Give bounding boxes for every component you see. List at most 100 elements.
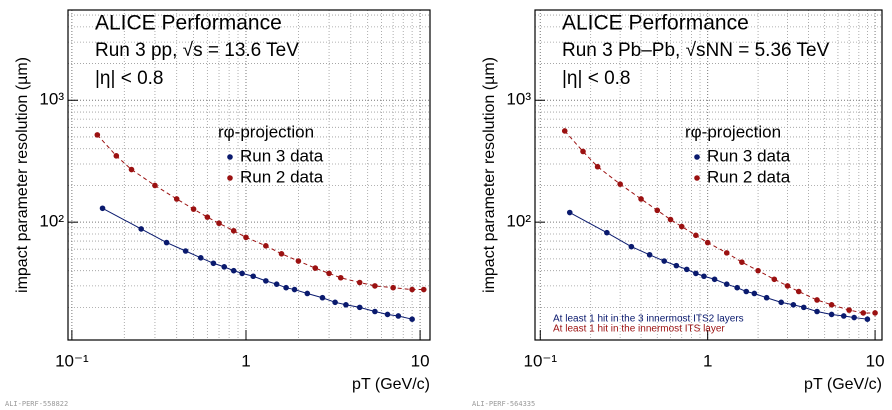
data-point [846,307,852,313]
data-point [243,234,249,241]
data-point [683,266,690,273]
data-point [840,313,847,319]
annotation: |η| < 0.8 [562,68,631,89]
data-point [828,301,835,308]
data-point [860,310,867,316]
data-point [739,259,745,265]
data-point [337,274,344,281]
data-point [295,258,302,264]
y-axis-label: impact parameter resolution (µm) [14,57,31,293]
data-point [239,270,245,277]
data-point [778,299,785,306]
data-point [814,308,820,315]
data-point [182,248,189,254]
data-point [617,181,623,187]
y-tick-label: 10³ [506,90,531,109]
x-tick-label: 10⁻¹ [524,351,558,370]
y-axis-label: impact parameter resolution (µm) [481,57,498,293]
data-point [851,314,857,321]
data-point [312,265,319,271]
data-point [784,283,791,289]
data-point [221,264,228,270]
annotation: |η| < 0.8 [95,68,164,89]
series-line [569,212,868,320]
data-point [230,267,237,274]
data-point [94,132,101,138]
data-point [319,294,326,301]
data-point [356,304,363,311]
plot-frame [67,9,431,341]
legend-marker [227,154,233,160]
data-point [291,286,298,293]
data-point [711,276,718,283]
data-point [701,273,707,280]
data-point [395,313,402,319]
data-point [390,284,396,291]
data-point [693,232,699,239]
data-point [210,260,217,267]
data-point [326,270,332,277]
data-point [384,311,391,318]
data-point [594,163,601,170]
data-point [580,148,586,155]
data-point [420,286,427,293]
legend-label: Run 3 data [240,146,324,165]
legend-label: Run 2 data [707,167,791,186]
data-point [667,216,674,223]
title: ALICE Performance [562,12,749,35]
data-point [304,290,311,297]
data-point [723,250,730,256]
data-point [99,205,106,212]
subtitle: Run 3 pp, √s = 13.6 TeV [95,40,299,61]
data-point [273,281,280,287]
data-point [197,255,204,261]
data-point [204,214,211,220]
data-point [356,279,363,286]
series-line [102,207,413,320]
data-point [250,273,256,280]
data-point [628,243,635,250]
y-tick-label: 10² [506,212,531,231]
legend-marker [694,154,700,160]
x-axis-label: pT (GeV/c) [804,376,882,393]
x-tick-label: 10 [411,351,430,370]
data-point [332,299,338,306]
data-point [163,239,170,246]
data-point [654,207,661,214]
note: At least 1 hit in the 3 innermost ITS2 l… [553,314,744,325]
data-point [661,258,668,264]
data-point [604,229,610,236]
legend-title: rφ-projection [685,122,781,141]
data-point [763,294,770,301]
data-point [409,286,415,293]
subtitle: Run 3 Pb–Pb, √sNN = 5.36 TeV [562,40,830,61]
data-point [872,310,878,316]
data-point [561,128,568,134]
data-point [566,209,573,216]
data-point [646,251,653,258]
data-point [138,226,144,232]
y-tick-label: 10² [39,212,64,231]
data-point [795,288,802,295]
legend-label: Run 2 data [240,167,324,186]
data-point [864,316,871,322]
data-point [678,223,685,230]
data-point [152,182,158,189]
data-point [128,166,135,173]
data-point [263,278,269,284]
data-point [343,301,349,308]
y-tick-label: 10³ [39,90,64,109]
data-point [409,316,415,322]
data-point [283,284,289,291]
data-point [743,288,750,295]
data-point [216,220,222,227]
title: ALICE Performance [95,12,282,35]
data-point [190,206,197,212]
data-point [673,262,680,269]
footer: ALI-PERF-564335 [472,400,535,408]
data-point [173,196,180,202]
x-tick-label: 1 [241,351,250,370]
data-point [771,276,778,283]
x-tick-label: 10 [866,351,885,370]
